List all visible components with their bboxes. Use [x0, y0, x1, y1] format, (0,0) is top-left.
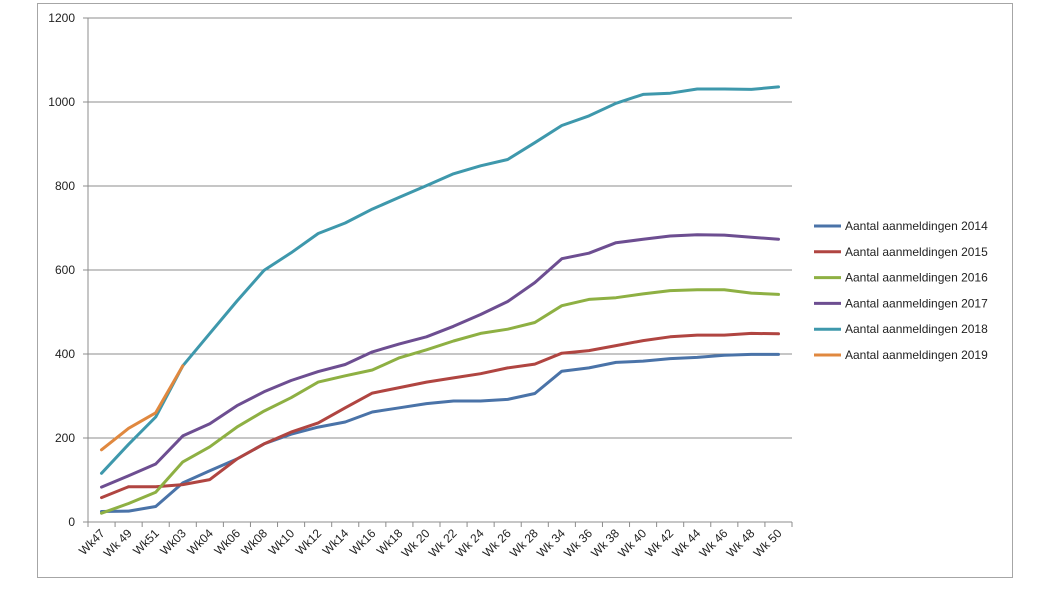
- x-tick-label: Wk 26: [480, 526, 514, 560]
- legend-label: Aantal aanmeldingen 2014: [845, 219, 988, 233]
- x-tick-label: Wk 28: [507, 526, 541, 560]
- series-line: [100, 331, 780, 500]
- axes: [83, 17, 793, 527]
- x-tick-label: Wk 49: [101, 526, 135, 560]
- legend-label: Aantal aanmeldingen 2018: [845, 322, 988, 336]
- x-tick-label: Wk 36: [561, 526, 595, 560]
- x-tick-label: Wk 38: [588, 526, 622, 560]
- x-tick-label: Wk 50: [751, 526, 785, 560]
- x-tick-label: Wk06: [211, 526, 243, 558]
- legend-label: Aantal aanmeldingen 2015: [845, 245, 988, 259]
- legend-label: Aantal aanmeldingen 2016: [845, 271, 988, 285]
- x-tick-label: Wk08: [239, 526, 271, 558]
- y-tick-label: 0: [68, 515, 75, 529]
- y-tick-label: 1000: [48, 95, 75, 109]
- series-line: [100, 288, 780, 515]
- gridlines: [88, 17, 792, 439]
- x-tick-label: Wk 40: [615, 526, 649, 560]
- series-lines: [100, 85, 780, 515]
- x-tick-label: Wk03: [157, 526, 189, 558]
- series-line: [100, 364, 185, 452]
- y-tick-label: 200: [55, 431, 75, 445]
- x-tick-label: Wk 46: [696, 526, 730, 560]
- x-tick-label: Wk10: [266, 526, 298, 558]
- x-tick-label: Wk 44: [669, 526, 703, 560]
- y-tick-label: 800: [55, 179, 75, 193]
- x-tick-label: Wk04: [184, 526, 216, 558]
- y-tick-label: 600: [55, 263, 75, 277]
- legend-label: Aantal aanmeldingen 2019: [845, 348, 988, 362]
- y-tick-label: 1200: [48, 11, 75, 25]
- x-tick-label: Wk51: [130, 526, 162, 558]
- y-tick-label: 400: [55, 347, 75, 361]
- x-tick-label: Wk 34: [534, 526, 568, 560]
- legend: Aantal aanmeldingen 2014 Aantal aanmeldin…: [814, 219, 988, 362]
- series-line: [100, 85, 780, 475]
- series-line: [100, 352, 780, 513]
- x-tick-label: Wk 42: [642, 526, 676, 560]
- x-tick-label: Wk 48: [724, 526, 758, 560]
- x-tick-label: Wk 20: [399, 526, 433, 560]
- y-tick-labels: 0 200 400 600 800 1000 1200: [48, 11, 75, 529]
- series-line: [100, 233, 780, 489]
- x-tick-label: Wk16: [347, 526, 379, 558]
- x-tick-label: Wk 24: [453, 526, 487, 560]
- legend-label: Aantal aanmeldingen 2017: [845, 296, 988, 310]
- x-tick-label: Wk14: [320, 526, 352, 558]
- x-tick-label: Wk12: [293, 526, 325, 558]
- x-tick-label: Wk 22: [426, 526, 460, 560]
